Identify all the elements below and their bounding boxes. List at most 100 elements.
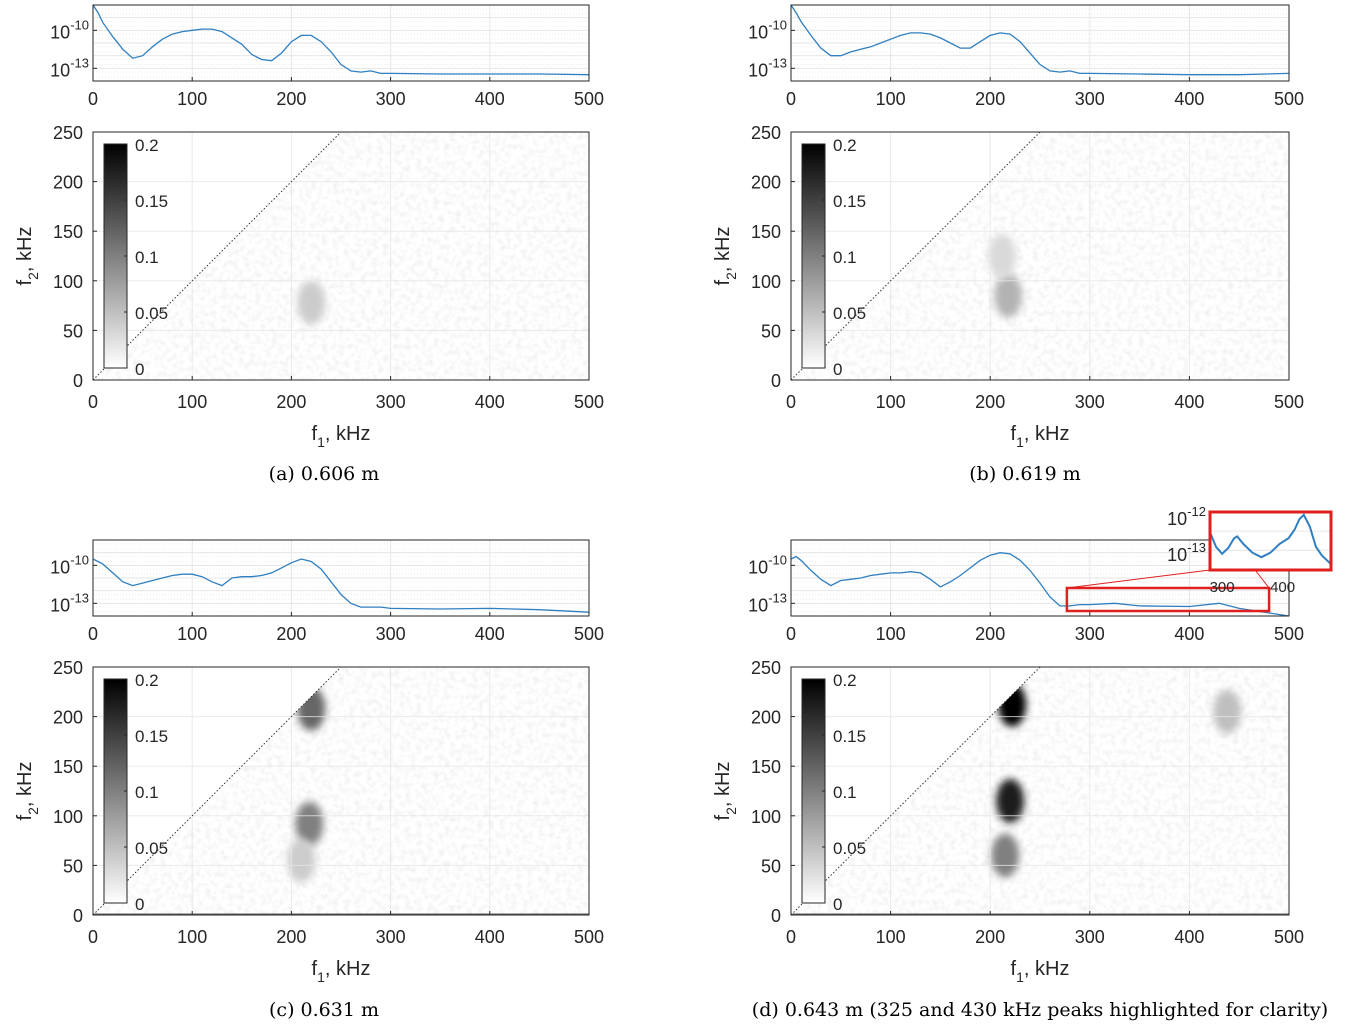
colorbar-gradient-rect	[103, 143, 128, 369]
label-rest: , kHz	[712, 227, 734, 273]
label-main: f	[1011, 423, 1017, 445]
label-sub: 2	[25, 807, 41, 815]
diagonal-line	[92, 666, 342, 916]
heatmap-y-tick-label: 200	[751, 173, 781, 193]
diagonal-line	[92, 131, 342, 381]
colorbar-tick-label: 0.15	[833, 192, 866, 211]
spectrum-x-tick-label: 200	[975, 624, 1005, 644]
x-axis-label: f1, kHz	[312, 958, 371, 985]
heatmap-y-tick-label: 200	[751, 708, 781, 728]
spectrum-x-tick-label: 500	[1274, 89, 1304, 109]
spectrum-x-tick-label: 200	[276, 624, 306, 644]
heatmap-x-tick-label: 400	[1174, 392, 1204, 412]
heatmap-blob	[994, 273, 1023, 318]
spectrum-y-tick-label: 10-13	[748, 55, 787, 80]
colorbar-tick-label: 0.05	[135, 839, 168, 858]
colorbar-tick-label: 0.2	[833, 671, 857, 690]
heatmap-x-tick-label: 100	[177, 927, 207, 947]
spectrum-x-tick-label: 500	[1274, 624, 1304, 644]
heatmap-x-tick-label: 100	[177, 392, 207, 412]
x-axis-label: f1, kHz	[1011, 423, 1070, 450]
panel-caption: (c) 0.631 m	[269, 999, 379, 1021]
tick-base: 10	[50, 557, 70, 577]
label-rest: , kHz	[14, 227, 36, 273]
heatmap-y-tick-label: 250	[751, 123, 781, 143]
spectrum-y-tick-label-text: 10-13	[50, 55, 89, 80]
heatmap-x-tick-label: 400	[475, 392, 505, 412]
tick-exponent: -13	[70, 55, 89, 70]
spectrum-x-tick-label: 400	[1174, 89, 1204, 109]
heatmap-axes-box	[790, 131, 1290, 381]
spectrum-y-tick-label: 10-13	[50, 590, 89, 615]
x-axis-label: f1, kHz	[1011, 958, 1070, 985]
heatmap-y-tick-label: 100	[751, 807, 781, 827]
label-main: f	[312, 423, 318, 445]
heatmap-axes-box	[790, 666, 1290, 916]
heatmap-x-tick-label: 300	[376, 927, 406, 947]
spectrum-x-tick-label: 300	[376, 89, 406, 109]
label-sub: 2	[723, 272, 739, 280]
inset-y-tick-label: 10-13	[1167, 540, 1206, 565]
label-rest: , kHz	[1024, 423, 1070, 445]
tick-exponent: -10	[70, 17, 89, 32]
tick-exponent: -13	[70, 590, 89, 605]
highlight-box	[1065, 586, 1271, 613]
spectrum-x-tick-label: 100	[876, 89, 906, 109]
colorbar-gradient-rect	[801, 143, 826, 369]
heatmap-x-tick-label: 500	[1274, 392, 1304, 412]
tick-exponent: -13	[768, 590, 787, 605]
inset-y-tick-label-text: 10-13	[1167, 540, 1206, 565]
inset-y-tick-label-text: 10-12	[1167, 504, 1206, 529]
heatmap-blob	[791, 913, 1289, 915]
heatmap-y-tick-label: 100	[53, 807, 83, 827]
heatmap-blob	[297, 280, 326, 325]
heatmap-blob	[1213, 689, 1242, 734]
label-rest: , kHz	[14, 762, 36, 808]
spectrum-y-tick-label-text: 10-13	[748, 55, 787, 80]
inset-frame	[1208, 510, 1333, 572]
spectrum-x-tick-label: 300	[1075, 624, 1105, 644]
heatmap-x-tick-label: 300	[376, 392, 406, 412]
heatmap-axes-box	[92, 666, 590, 916]
heatmap-x-tick-label: 300	[1075, 927, 1105, 947]
heatmap-y-tick-label: 100	[751, 272, 781, 292]
label-rest: , kHz	[712, 762, 734, 808]
spectrum-line	[790, 4, 1290, 76]
label-rest: , kHz	[325, 958, 371, 980]
tick-base: 10	[50, 60, 70, 80]
spectrum-y-tick-label-text: 10-13	[748, 590, 787, 615]
heatmap-blob	[93, 913, 589, 915]
y-axis-label: f2, kHz	[14, 762, 41, 821]
label-rest: , kHz	[325, 423, 371, 445]
heatmap-y-tick-label: 250	[751, 658, 781, 678]
spectrum-x-tick-label: 400	[475, 624, 505, 644]
spectrum-x-tick-label: 100	[876, 624, 906, 644]
heatmap-y-tick-label: 0	[73, 906, 83, 926]
inset-line	[1209, 513, 1332, 565]
heatmap-blob	[988, 234, 1017, 278]
colorbar-gradient-rect	[103, 678, 128, 904]
spectrum-x-tick-label: 0	[786, 624, 796, 644]
heatmap-blob	[287, 838, 316, 883]
spectrum-y-tick-label: 10-10	[50, 552, 89, 577]
heatmap-blob	[991, 833, 1020, 878]
label-sub: 1	[317, 969, 325, 985]
tick-base: 10	[50, 595, 70, 615]
tick-base: 10	[1167, 509, 1187, 529]
colorbar-tick-label: 0.05	[135, 304, 168, 323]
label-main: f	[14, 814, 36, 820]
spectrum-x-tick-label: 300	[1075, 89, 1105, 109]
label-rest: , kHz	[1024, 958, 1070, 980]
inset-y-tick-label: 10-12	[1167, 504, 1206, 529]
heatmap-x-tick-label: 500	[574, 927, 604, 947]
tick-base: 10	[748, 557, 768, 577]
label-main: f	[312, 958, 318, 980]
colorbar: 0 0.05 0.1 0.15 0.2	[801, 136, 866, 379]
